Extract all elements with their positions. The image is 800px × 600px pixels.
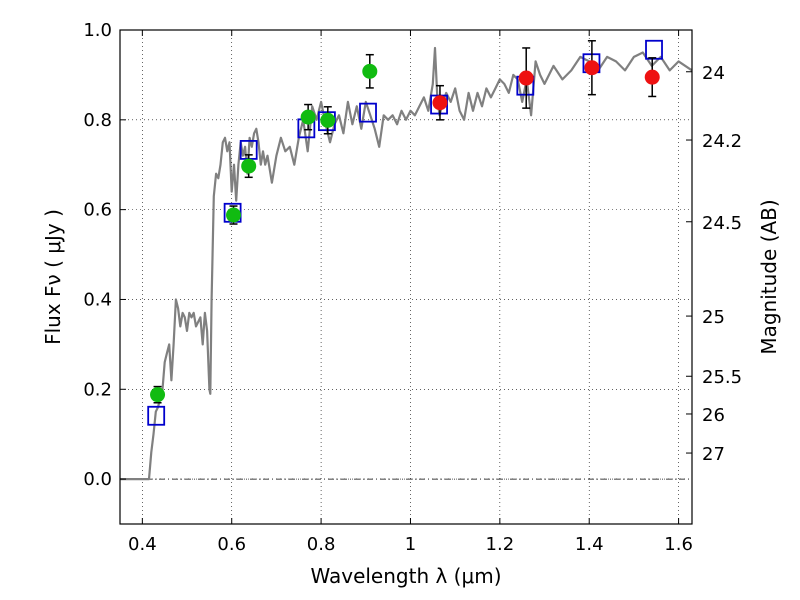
x-tick-label: 1.4 xyxy=(575,534,604,555)
green-data-point xyxy=(320,112,336,128)
model-photometry-boxes xyxy=(147,39,663,426)
red-data-point xyxy=(644,69,660,85)
y-tick-label: 1.0 xyxy=(83,20,112,41)
right-tick-label: 24 xyxy=(702,63,725,84)
green-data-point xyxy=(241,158,257,174)
y-axis-label: Flux Fν ( μJy ) xyxy=(41,209,65,345)
red-data-point xyxy=(584,60,600,76)
right-tick-label: 25 xyxy=(702,307,725,328)
right-axis-label: Magnitude (AB) xyxy=(757,199,781,354)
right-tick-label: 26 xyxy=(702,405,725,426)
x-tick-label: 0.4 xyxy=(128,534,157,555)
y-tick-label: 0.0 xyxy=(83,469,112,490)
green-data-point xyxy=(226,207,242,223)
grid xyxy=(120,29,692,524)
right-tick-label: 24.2 xyxy=(702,131,742,152)
right-tick-label: 25.5 xyxy=(702,367,742,388)
model-spectrum-layer xyxy=(120,46,693,481)
x-tick-label: 0.8 xyxy=(307,534,336,555)
y-tick-label: 0.4 xyxy=(83,289,112,310)
model-box-marker xyxy=(147,405,166,426)
green-data-point xyxy=(150,387,166,403)
plot-frame xyxy=(119,29,693,525)
green-data-point xyxy=(362,63,378,79)
y-tick-label: 0.6 xyxy=(83,200,112,221)
observed-points xyxy=(150,60,660,403)
x-tick-label: 1 xyxy=(405,534,416,555)
y-tick-label: 0.8 xyxy=(83,110,112,131)
model-spectrum-line xyxy=(120,46,693,481)
x-tick-label: 0.6 xyxy=(217,534,246,555)
red-data-point xyxy=(518,70,534,86)
red-data-point xyxy=(432,95,448,111)
y-tick-label: 0.2 xyxy=(83,379,112,400)
model-box-marker xyxy=(359,102,377,123)
model-box-marker xyxy=(645,39,663,60)
right-tick-label: 27 xyxy=(702,444,725,465)
x-tick-label: 1.6 xyxy=(664,534,693,555)
x-axis-label: Wavelength λ (μm) xyxy=(310,564,501,588)
right-tick-label: 24.5 xyxy=(702,213,742,234)
x-tick-label: 1.2 xyxy=(486,534,515,555)
green-data-point xyxy=(300,109,316,125)
axis-ticks: 0.4 0.6 0.8 1 1.2 1.4 1.6 0.0 0.2 0.4 0.6 0.8 1.0 24 2… xyxy=(83,20,742,555)
